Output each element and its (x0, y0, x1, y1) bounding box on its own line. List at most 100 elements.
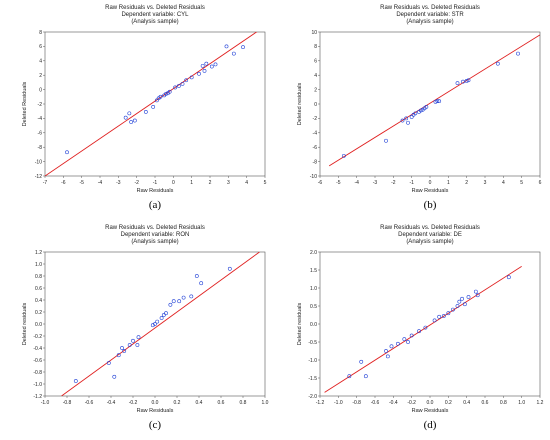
data-point (402, 337, 407, 342)
panel-label: (b) (424, 199, 437, 211)
x-tick-label: 0.8 (240, 400, 247, 406)
data-point (129, 120, 134, 124)
data-point (224, 44, 229, 49)
y-tick-label: 6 (39, 44, 42, 50)
y-tick-label: 0.5 (310, 304, 317, 310)
data-point (359, 359, 364, 364)
data-point (127, 111, 132, 116)
y-tick-label: -2 (38, 102, 43, 108)
data-point (173, 85, 178, 90)
x-tick-label: -3 (373, 180, 378, 186)
fit-line (61, 252, 260, 396)
x-tick-label: -0.4 (107, 400, 116, 406)
data-point (437, 314, 442, 319)
data-point (455, 304, 460, 308)
data-point (384, 349, 388, 353)
data-point (143, 110, 148, 114)
data-point (73, 379, 78, 383)
data-point (457, 299, 462, 304)
data-point (167, 89, 172, 94)
y-tick-label: -0.6 (33, 358, 42, 364)
x-tick-label: -3 (116, 180, 121, 186)
x-tick-label: -1.2 (316, 400, 325, 406)
y-tick-label: 0.0 (35, 322, 42, 328)
y-tick-label: -0.5 (308, 340, 317, 346)
data-point (389, 344, 394, 349)
data-point (495, 61, 500, 66)
chart-title-line: Dependent variable: DE (398, 232, 462, 238)
x-tick-label: 0.2 (445, 400, 452, 406)
data-point (177, 299, 182, 304)
y-tick-label: -8 (38, 145, 43, 151)
x-tick-label: 6 (539, 180, 542, 186)
x-axis-label: Raw Residuals (137, 188, 174, 194)
y-tick-label: -6 (38, 131, 43, 137)
data-point (200, 63, 205, 68)
x-tick-label: -1.0 (41, 400, 50, 406)
y-tick-label: -8 (313, 159, 318, 165)
x-tick-label: 5 (264, 180, 267, 186)
x-tick-label: 1.0 (518, 400, 525, 406)
data-point (516, 51, 520, 56)
data-point (462, 302, 467, 307)
data-point (464, 79, 469, 83)
x-tick-label: -1 (409, 180, 414, 186)
y-tick-label: 1.5 (310, 268, 317, 274)
data-point (451, 307, 455, 312)
y-tick-label: -1.0 (308, 358, 317, 364)
data-point (466, 295, 471, 299)
data-point (189, 294, 194, 299)
data-point (227, 266, 232, 271)
x-tick-label: 0.6 (482, 400, 489, 406)
chart-title-line: (Analysis sample) (131, 239, 178, 245)
chart-panel-b: Raw Residuals vs. Deleted Residuals Depen… (275, 0, 550, 220)
data-point (347, 374, 352, 379)
data-point (461, 79, 465, 84)
data-point (197, 71, 201, 76)
x-tick-label: 3 (227, 180, 230, 186)
chart-panel-d: Raw Residuals vs. Deleted Residuals Depen… (275, 220, 550, 440)
y-tick-label: -0.8 (33, 370, 42, 376)
data-point (385, 354, 390, 359)
data-point (460, 296, 464, 301)
y-tick-label: -10 (310, 174, 317, 180)
x-tick-label: 5 (520, 180, 523, 186)
chart-title-line: Dependent variable: STR (396, 12, 464, 18)
plot-area (44, 251, 266, 397)
x-tick-label: -6 (61, 180, 66, 186)
data-point (159, 316, 164, 320)
data-point (435, 99, 440, 104)
data-point (209, 64, 214, 69)
data-point (437, 99, 442, 104)
x-tick-label: 3 (484, 180, 487, 186)
data-point (363, 374, 368, 379)
x-tick-label: 1.0 (262, 400, 269, 406)
data-point (213, 62, 218, 67)
y-tick-label: 4 (39, 59, 42, 65)
panel-label: (d) (424, 419, 437, 431)
chart-panel-c: Raw Residuals vs. Deleted Residuals Depen… (0, 220, 275, 440)
data-point (455, 81, 460, 86)
x-tick-label: 0 (429, 180, 432, 186)
data-point (180, 81, 185, 86)
plot-content (324, 266, 522, 393)
data-point (409, 333, 414, 338)
data-point (446, 311, 451, 316)
x-tick-label: -4 (98, 180, 103, 186)
data-point (473, 289, 478, 294)
x-tick-label: 0.0 (152, 400, 159, 406)
x-tick-label: -2 (134, 180, 139, 186)
y-tick-label: 8 (314, 44, 317, 50)
data-point (189, 75, 194, 80)
y-tick-label: -6 (313, 145, 318, 151)
x-tick-label: 0.4 (196, 400, 203, 406)
x-tick-label: -2 (391, 180, 396, 186)
data-point (441, 314, 446, 318)
y-tick-label: -1.2 (33, 394, 42, 400)
scatter-chart: Raw Residuals vs. Deleted ResidualsDepen… (22, 225, 269, 431)
panel-label: (c) (149, 419, 162, 431)
data-point (409, 115, 414, 119)
x-tick-label: -1.0 (334, 400, 343, 406)
plot-area (319, 31, 541, 177)
data-point (135, 343, 140, 347)
